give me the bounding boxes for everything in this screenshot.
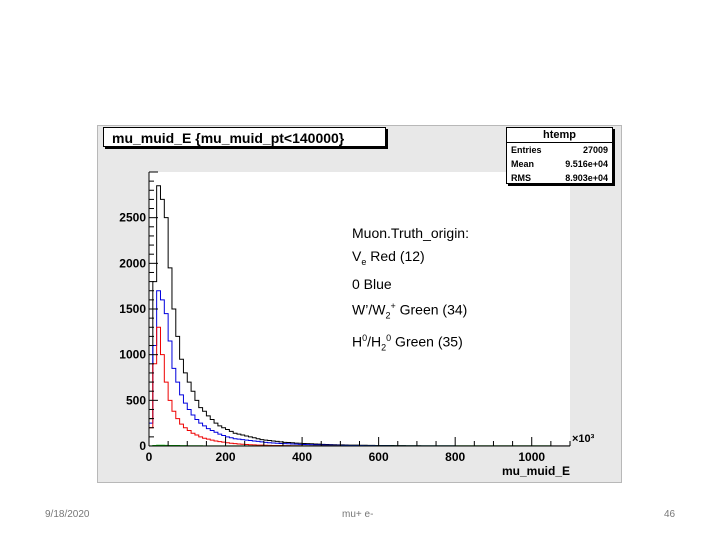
x-axis-multiplier: ×10³ [572,433,595,445]
footer-center: mu+ e- [342,509,374,520]
stats-rms-label: RMS [511,173,531,183]
plot-frame: 0 200 400 600 800 1000 0 500 1000 1500 2000 2500 mu_… [97,125,622,483]
y-tick-label: 1500 [119,302,146,316]
x-tick-label: 600 [369,450,389,464]
plot-area [149,172,570,446]
y-tick-label: 0 [139,439,146,453]
y-tick-label: 2000 [119,256,146,270]
annotation-line-4: W’/W2+ Green (34) [352,301,468,321]
y-tick-label: 500 [126,393,146,407]
x-tick-label: 1000 [518,450,545,464]
x-tick-label: 800 [445,450,465,464]
stats-mean-value: 9.516e+04 [565,159,608,169]
stats-box: htemp Entries 27009 Mean 9.516e+04 RMS 8… [506,127,613,184]
annotation-line-5: H0/H20 Green (35) [352,333,463,353]
stats-entries-label: Entries [511,145,542,155]
x-tick-label: 200 [216,450,236,464]
x-tick-label: 0 [146,450,153,464]
stats-rms-value: 8.903e+04 [565,173,608,183]
histogram-chart: 0 200 400 600 800 1000 0 500 1000 1500 2000 2500 mu_… [119,171,595,478]
x-axis-label: mu_muid_E [502,464,570,478]
stats-entries: Entries 27009 [507,143,612,157]
y-tick-label: 2500 [119,211,146,225]
annotation-line-1: Muon.Truth_origin: [352,225,469,241]
stats-mean-label: Mean [511,159,535,169]
footer-date: 9/18/2020 [45,509,90,520]
stats-rms: RMS 8.903e+04 [507,171,612,185]
annotation-line-3: 0 Blue [352,275,392,292]
x-tick-label: 400 [292,450,312,464]
stats-mean: Mean 9.516e+04 [507,157,612,171]
stats-header: htemp [507,128,612,143]
y-tick-label: 1000 [119,348,146,362]
footer-page-number: 46 [664,509,676,520]
annotation-line-2: Ve Red (12) [352,247,425,267]
stats-entries-value: 27009 [582,145,608,155]
annotation-text: Muon.Truth_origin: Ve Red (12) 0 Blue W’… [352,222,469,359]
chart-title: mu_muid_E {mu_muid_pt<140000} [103,127,386,147]
